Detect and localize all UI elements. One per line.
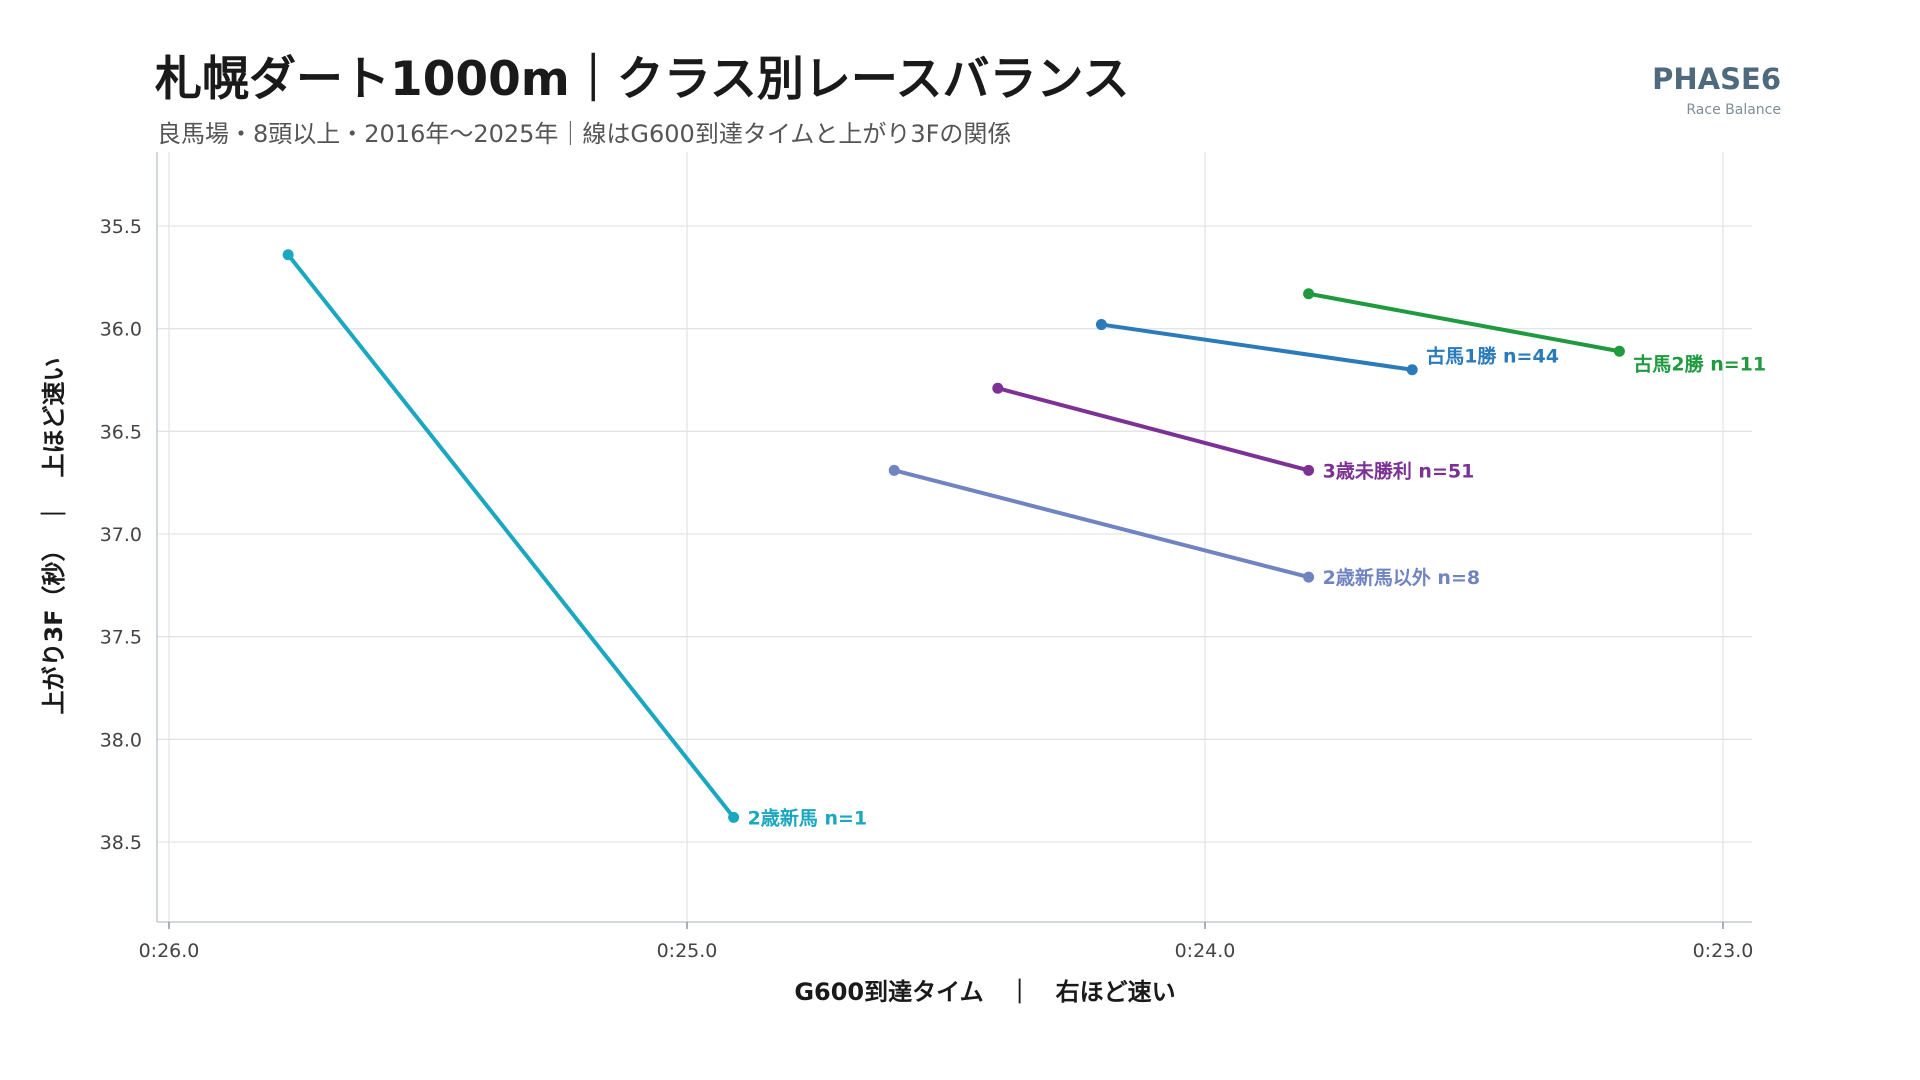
series-group: 2歳新馬 n=1 2歳新馬以外 n=8 3歳未勝利 n=51 古馬1勝 n=44 古馬2… — [282, 249, 1766, 829]
x-tick-label: 0:23.0 — [1693, 940, 1754, 962]
data-point — [992, 382, 1004, 394]
data-point — [728, 811, 740, 823]
series-line — [1306, 291, 1622, 354]
series-line — [995, 386, 1311, 473]
y-tick-label: 36.5 — [100, 421, 142, 443]
grid-lines — [157, 152, 1752, 922]
series-5: 古馬2勝 n=11 — [1303, 288, 1766, 375]
x-tick-label: 0:25.0 — [657, 940, 718, 962]
data-point — [1613, 345, 1625, 357]
data-point — [888, 464, 900, 476]
series-label: 古馬2勝 n=11 — [1633, 352, 1766, 375]
data-point — [1095, 319, 1107, 331]
series-label: 2歳新馬 n=1 — [748, 806, 868, 829]
series-label: 古馬1勝 n=44 — [1426, 345, 1559, 368]
tick-labels: 0:26.0 0:25.0 0:24.0 0:23.0 35.5 36.0 36.5 37.0… — [100, 216, 1754, 962]
series-1: 2歳新馬 n=1 — [282, 249, 868, 829]
series-2: 2歳新馬以外 n=8 — [888, 464, 1481, 589]
y-tick-label: 38.5 — [100, 832, 142, 854]
series-4: 古馬1勝 n=44 — [1095, 319, 1559, 376]
chart-subtitle: 良馬場・8頭以上・2016年〜2025年｜線はG600到達タイムと上がり3Fの関… — [157, 120, 1011, 148]
series-line — [286, 252, 736, 820]
y-tick-label: 37.0 — [100, 524, 142, 546]
series-3: 3歳未勝利 n=51 — [992, 382, 1475, 482]
data-point — [282, 249, 294, 261]
data-point — [1303, 464, 1315, 476]
data-point — [1303, 288, 1315, 300]
brand-logo-text: PHASE6 — [1652, 62, 1781, 96]
series-line — [1099, 322, 1415, 372]
y-axis-label: 上がり3F（秒） ｜ 上ほど速い — [40, 357, 68, 714]
x-tick-label: 0:24.0 — [1175, 940, 1236, 962]
y-tick-label: 35.5 — [100, 216, 142, 238]
x-axis-label: G600到達タイム ｜ 右ほど速い — [794, 978, 1175, 1006]
data-point — [1303, 571, 1315, 583]
series-line — [892, 468, 1311, 580]
x-tick-label: 0:26.0 — [139, 940, 200, 962]
series-label: 2歳新馬以外 n=8 — [1323, 566, 1481, 589]
data-point — [1406, 364, 1418, 376]
y-tick-label: 37.5 — [100, 627, 142, 649]
y-tick-label: 38.0 — [100, 729, 142, 751]
y-tick-label: 36.0 — [100, 319, 142, 341]
series-label: 3歳未勝利 n=51 — [1323, 459, 1475, 482]
chart-title: 札幌ダート1000m｜クラス別レースバランス — [155, 52, 1130, 107]
brand-subtitle: Race Balance — [1686, 102, 1781, 118]
